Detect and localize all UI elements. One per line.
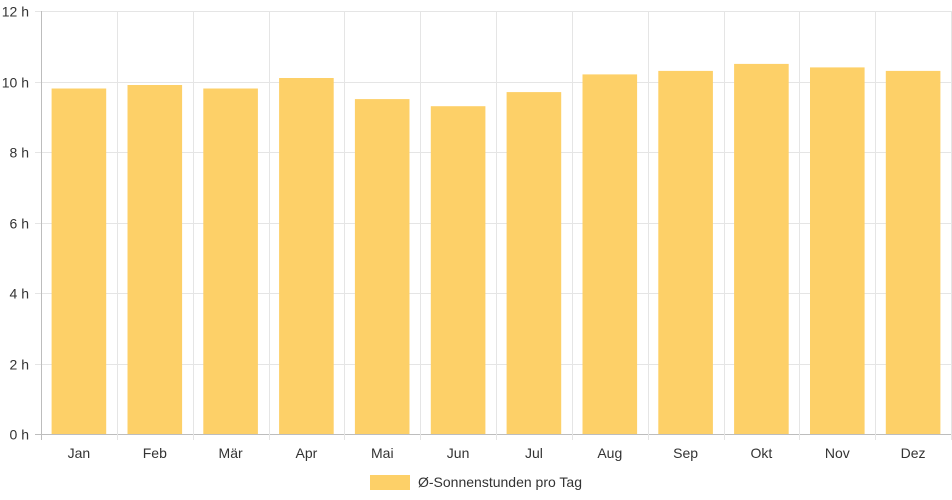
bar-jan[interactable] [51, 88, 107, 435]
grid-lines [35, 11, 952, 440]
bars [51, 63, 941, 435]
x-tick-label: Mai [371, 445, 394, 461]
x-tick-label: Jul [525, 445, 543, 461]
bar-aug[interactable] [582, 74, 638, 435]
y-tick-label: 4 h [10, 286, 29, 302]
y-tick-label: 6 h [10, 216, 29, 232]
bar-okt[interactable] [734, 63, 789, 435]
bar-feb[interactable] [127, 85, 183, 434]
y-tick-label: 8 h [10, 145, 29, 161]
legend-label[interactable]: Ø-Sonnenstunden pro Tag [418, 474, 582, 490]
bar-dez[interactable] [885, 70, 941, 435]
x-tick-label: Okt [751, 445, 773, 461]
bar-sep[interactable] [658, 70, 713, 435]
y-tick-label: 12 h [2, 4, 29, 20]
y-tick-label: 2 h [10, 357, 29, 373]
y-axis-ticks: 0 h 2 h 4 h 6 h 8 h 10 h 12 h [2, 4, 29, 443]
x-tick-label: Aug [597, 445, 622, 461]
bar-jul[interactable] [506, 92, 562, 434]
x-tick-label: Jan [68, 445, 91, 461]
x-tick-label: Jun [447, 445, 470, 461]
bar-mai[interactable] [354, 99, 410, 434]
x-tick-label: Sep [673, 445, 698, 461]
legend[interactable]: Ø-Sonnenstunden pro Tag [370, 474, 582, 490]
x-tick-label: Dez [901, 445, 926, 461]
x-tick-label: Mär [219, 445, 243, 461]
x-tick-label: Apr [296, 445, 318, 461]
bar-nov[interactable] [810, 67, 865, 435]
bar-mär[interactable] [203, 88, 258, 435]
bar-apr[interactable] [279, 78, 334, 434]
x-tick-label: Nov [825, 445, 850, 461]
x-axis-ticks: Jan Feb Mär Apr Mai Jun Jul Aug Sep Okt Nov Dez [68, 445, 926, 461]
y-tick-label: 0 h [10, 427, 29, 443]
y-tick-label: 10 h [2, 75, 29, 91]
bar-jun[interactable] [430, 106, 486, 434]
x-tick-label: Feb [143, 445, 167, 461]
legend-swatch[interactable] [370, 475, 410, 490]
